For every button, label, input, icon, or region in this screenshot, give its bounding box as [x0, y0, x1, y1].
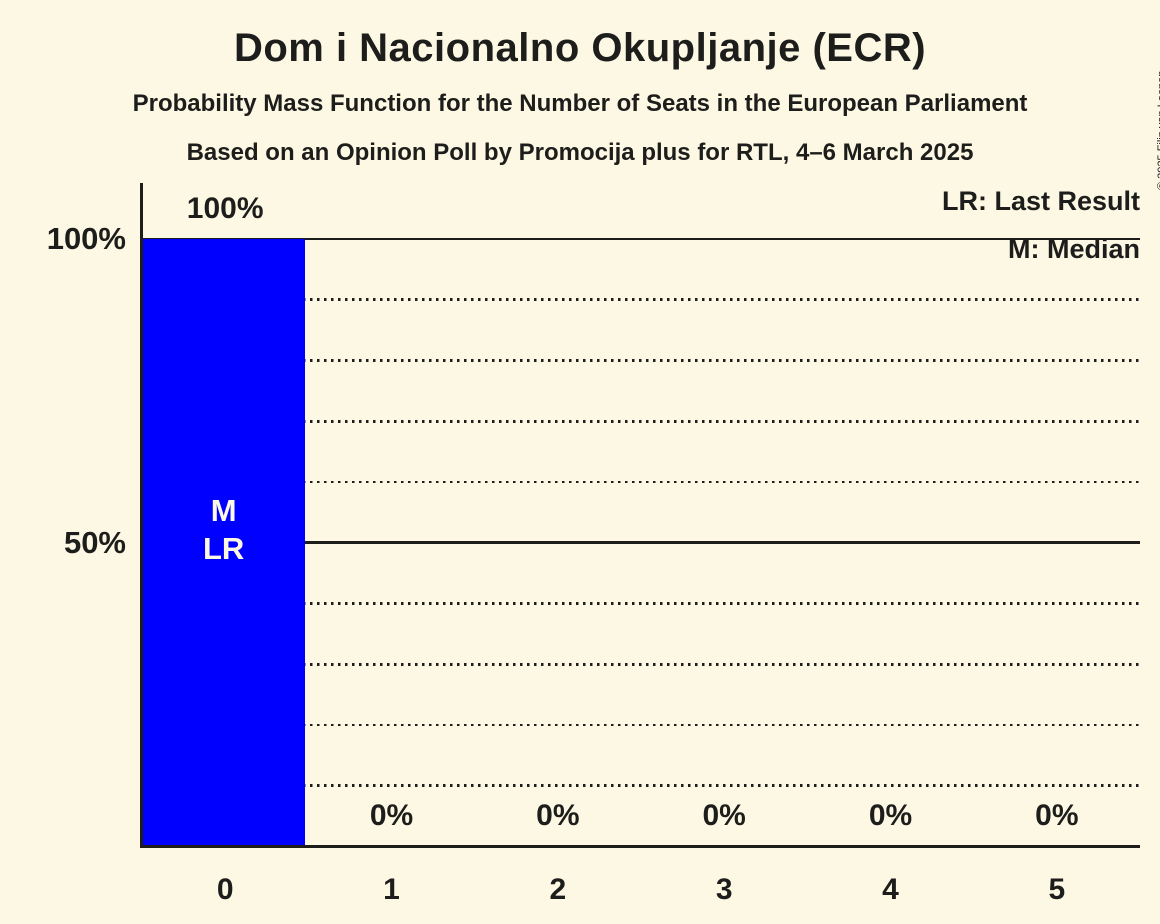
y-tick-label-50: 50% [63, 524, 126, 560]
legend-last-result: LR: Last Result [941, 186, 1140, 216]
copyright-notice: © 2025 Filip van Laenen [1156, 70, 1160, 190]
legend-median: M: Median [1008, 234, 1140, 264]
gridline-100pct [142, 237, 1140, 241]
bar-value-label-2: 0% [536, 799, 580, 832]
gridline-60pct [142, 480, 1140, 484]
gridline-70pct [142, 419, 1140, 423]
gridline-40pct [142, 602, 1140, 605]
x-tick-label-0: 0 [216, 873, 234, 906]
bar-value-label-5: 0% [1035, 799, 1079, 832]
gridline-20pct [142, 723, 1140, 727]
x-axis-line [140, 845, 1140, 848]
chart-poll-source: Based on an Opinion Poll by Promocija pl… [186, 139, 974, 166]
x-tick-label-2: 2 [549, 873, 567, 906]
x-tick-label-4: 4 [882, 873, 899, 906]
gridline-10pct [142, 784, 1140, 788]
bar-value-label-4: 0% [868, 799, 913, 832]
x-tick-label-3: 3 [715, 873, 733, 906]
bar-value-label-3: 0% [702, 799, 746, 832]
gridline-90pct [142, 298, 1140, 302]
chart-subtitle: Probability Mass Function for the Number… [132, 90, 1028, 117]
chart-title: Dom i Nacionalno Okupljanje (ECR) [233, 26, 927, 70]
x-tick-label-1: 1 [383, 873, 400, 906]
y-axis-line [140, 183, 143, 848]
x-tick-label-5: 5 [1048, 873, 1066, 906]
bar-value-label-0: 100% [186, 192, 264, 225]
gridline-30pct [142, 662, 1140, 666]
bar-seats-0 [142, 239, 306, 847]
gridline-50pct [142, 541, 1140, 545]
gridline-80pct [142, 359, 1140, 362]
bar-value-label-1: 0% [369, 799, 414, 832]
bar-annotation-median-lastresult: M LR [203, 492, 245, 566]
y-tick-label-100: 100% [46, 221, 126, 256]
